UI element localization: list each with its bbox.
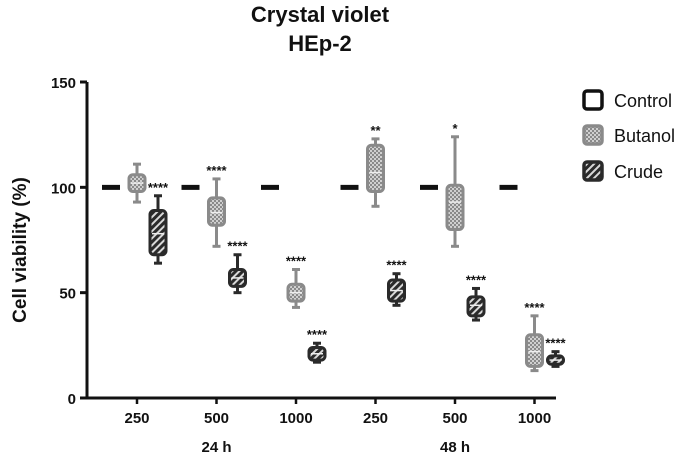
chart-title: Crystal violet [251,2,390,27]
crude-significance: **** [307,327,328,342]
x-tick-label: 500 [204,410,229,427]
legend-swatch-butanol [582,124,604,146]
butanol-box [525,333,544,368]
legend-label-control: Control [614,91,672,111]
y-tick-label: 50 [59,286,76,303]
legend-swatch-control [582,89,604,111]
y-tick-label: 100 [51,180,76,197]
crude-box [148,209,168,257]
legend-label-butanol: Butanol [614,126,675,146]
y-tick-label: 0 [68,391,76,408]
crude-significance: **** [386,258,407,273]
crude-significance: **** [148,180,169,195]
y-axis-label: Cell viability (%) [10,177,31,323]
butanol-box [366,143,385,194]
group-label: 24 h [201,439,231,456]
legend-swatch-crude [582,160,604,182]
butanol-significance: **** [206,163,227,178]
crude-box [466,295,486,318]
crude-significance: **** [545,336,566,351]
crude-significance: **** [227,239,248,254]
group-label: 48 h [440,439,470,456]
y-tick-label: 150 [51,75,76,92]
butanol-significance: ** [370,123,381,138]
x-tick-label: 1000 [279,410,312,427]
x-tick-label: 500 [442,410,467,427]
butanol-significance: * [452,121,458,136]
x-tick-label: 1000 [518,410,551,427]
x-tick-label: 250 [124,410,149,427]
butanol-significance: **** [286,253,307,268]
x-tick-label: 250 [363,410,388,427]
butanol-box [445,183,465,231]
chart-subtitle: HEp-2 [288,31,352,56]
butanol-significance: **** [524,300,545,315]
butanol-box [207,196,226,227]
legend-label-crude: Crude [614,162,663,182]
crude-significance: **** [466,272,487,287]
